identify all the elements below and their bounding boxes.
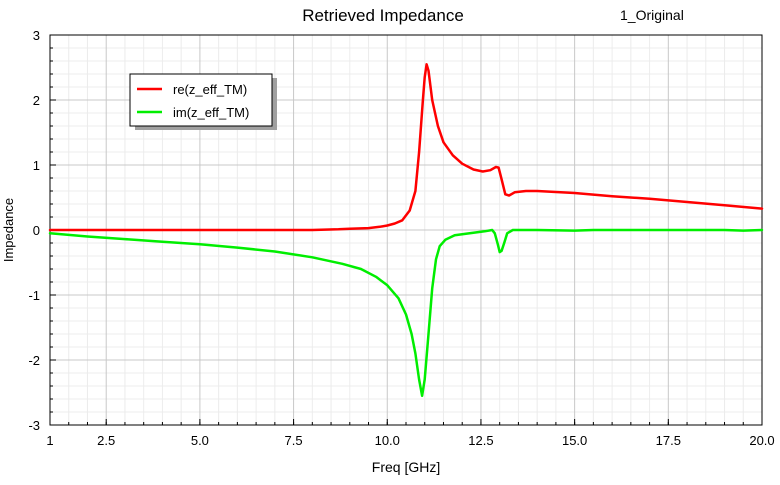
y-tick-label: 3 [33, 28, 40, 43]
y-tick-label: -3 [28, 418, 40, 433]
x-tick-label: 15.0 [562, 433, 587, 448]
y-tick-label: 0 [33, 223, 40, 238]
legend-label-re: re(z_eff_TM) [173, 82, 247, 97]
y-tick-label: 2 [33, 93, 40, 108]
legend-box [129, 73, 273, 127]
x-tick-label: 7.5 [285, 433, 303, 448]
x-tick-labels: 1 2.5 5.0 7.5 10.0 12.5 15.0 17.5 20.0 [46, 433, 774, 448]
x-tick-label: 5.0 [191, 433, 209, 448]
legend-label-im: im(z_eff_TM) [173, 105, 249, 120]
x-tick-label: 12.5 [468, 433, 493, 448]
x-axis-label: Freq [GHz] [372, 459, 440, 475]
y-axis-label: Impedance [1, 198, 16, 262]
axis-ticks [49, 34, 763, 426]
x-tick-label: 20.0 [749, 433, 774, 448]
chart-title: Retrieved Impedance [302, 6, 464, 25]
chart-tag: 1_Original [620, 7, 684, 23]
series-lines [48, 63, 764, 398]
x-tick-label: 2.5 [97, 433, 115, 448]
y-tick-labels: 3 2 1 0 -1 -2 -3 [28, 28, 40, 433]
y-tick-label: -2 [28, 353, 40, 368]
x-tick-label: 1 [46, 433, 53, 448]
x-tick-label: 17.5 [656, 433, 681, 448]
series-line-im [48, 228, 764, 398]
legend: re(z_eff_TM) im(z_eff_TM) [129, 73, 277, 130]
series-line-re [48, 63, 764, 232]
y-tick-label: 1 [33, 158, 40, 173]
x-tick-label: 10.0 [375, 433, 400, 448]
y-tick-label: -1 [28, 288, 40, 303]
